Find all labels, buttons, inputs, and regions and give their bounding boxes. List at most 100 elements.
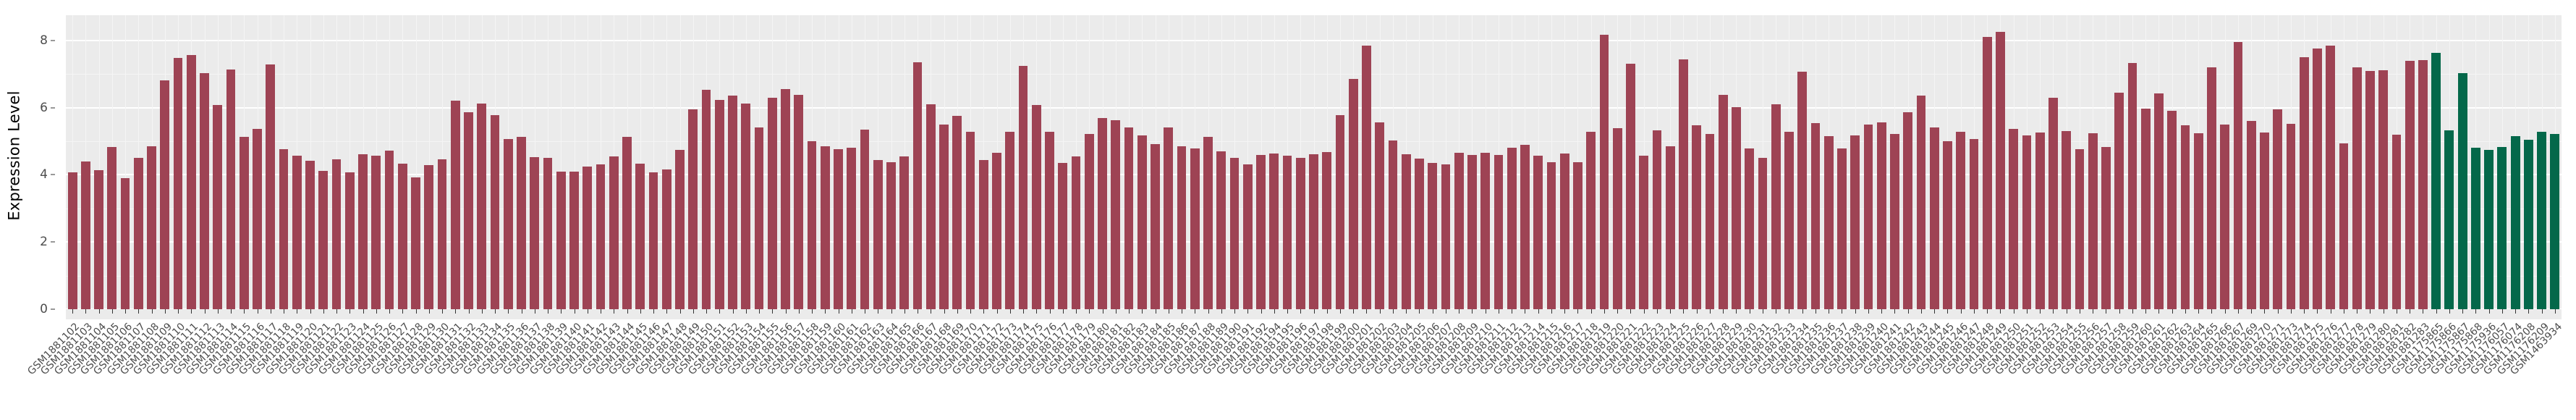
bar[interactable] [1718,95,1728,309]
bar[interactable] [1996,32,2005,309]
bar[interactable] [1758,157,1768,309]
bar[interactable] [1850,135,1860,309]
bar[interactable] [2299,56,2309,309]
bar[interactable] [1480,153,1491,309]
bar[interactable] [1639,155,1649,309]
bar[interactable] [2497,147,2507,309]
bar[interactable] [1362,45,1371,309]
bar[interactable] [2405,60,2415,309]
bar[interactable] [1428,163,1438,309]
bar[interactable] [1005,132,1015,309]
bar[interactable] [1929,127,1939,309]
bar[interactable] [2352,67,2362,309]
bar[interactable] [1599,34,1609,309]
bar[interactable] [2246,121,2256,309]
bar[interactable] [2418,60,2428,309]
bar[interactable] [939,125,949,309]
bar[interactable] [94,170,103,309]
bar[interactable] [464,112,473,309]
bar[interactable] [358,154,368,309]
bar[interactable] [1415,158,1424,309]
bar[interactable] [1890,133,1899,309]
bar[interactable] [2286,124,2296,309]
bar[interactable] [133,158,143,309]
bar[interactable] [2339,143,2349,309]
bar[interactable] [2326,45,2336,309]
bar[interactable] [1784,131,1794,309]
bar[interactable] [107,146,117,309]
bar[interactable] [2431,53,2441,309]
bar[interactable] [2207,67,2216,309]
bar[interactable] [2167,111,2177,309]
bar[interactable] [1467,154,1477,309]
bar[interactable] [2510,136,2520,309]
bar[interactable] [1745,148,1755,309]
bar[interactable] [1098,117,1107,309]
bar[interactable] [2101,146,2111,309]
bar[interactable] [2550,133,2560,309]
bar[interactable] [2127,62,2138,309]
bar[interactable] [1810,123,1821,309]
bar[interactable] [1256,154,1266,309]
bar[interactable] [2537,132,2546,309]
bar[interactable] [873,159,883,309]
bar[interactable] [503,138,513,309]
bar[interactable] [1111,119,1121,309]
bar[interactable] [714,100,724,309]
bar[interactable] [2048,97,2058,309]
bar[interactable] [834,149,843,309]
bar[interactable] [556,172,566,309]
bar[interactable] [437,159,447,309]
bar[interactable] [754,127,764,309]
bar[interactable] [1520,145,1530,309]
bar[interactable] [2391,134,2402,309]
bar[interactable] [886,162,896,309]
bar[interactable] [1943,140,1952,309]
bar[interactable] [2022,135,2032,309]
bar[interactable] [1626,64,1635,309]
bar[interactable] [1282,155,1292,309]
bar[interactable] [1823,136,1834,309]
bar[interactable] [847,148,857,309]
bar[interactable] [1322,151,1332,309]
bar[interactable] [648,172,658,309]
bar[interactable] [1071,156,1081,309]
bar[interactable] [1137,135,1147,309]
bar[interactable] [609,156,619,309]
bar[interactable] [1692,125,1702,309]
bar[interactable] [952,116,962,309]
bar[interactable] [1295,158,1305,309]
bar[interactable] [2140,109,2151,309]
bar[interactable] [2523,140,2533,309]
bar[interactable] [1151,144,1160,309]
bar[interactable] [1705,134,1715,309]
bar[interactable] [2009,128,2019,309]
bar[interactable] [1242,164,1253,309]
bar[interactable] [450,101,460,309]
bar[interactable] [2444,130,2454,309]
bar[interactable] [1876,122,1886,309]
bar[interactable] [1732,106,1741,309]
bar[interactable] [1269,153,1279,309]
bar[interactable] [1031,105,1041,309]
bar[interactable] [1124,127,1134,309]
bar[interactable] [675,150,685,309]
bar[interactable] [186,55,196,309]
bar[interactable] [965,132,975,309]
bar[interactable] [2062,131,2072,309]
bar[interactable] [582,167,593,309]
bar[interactable] [1203,137,1213,309]
bar[interactable] [701,90,711,309]
bar[interactable] [1335,114,1345,309]
bar[interactable] [1969,139,1979,309]
bar[interactable] [1401,154,1411,309]
bar[interactable] [2233,42,2243,309]
bar[interactable] [1229,158,1240,309]
bar[interactable] [490,114,500,309]
bar[interactable] [661,169,671,309]
bar[interactable] [147,146,156,309]
bar[interactable] [1494,155,1504,309]
bar[interactable] [2154,93,2164,309]
bar[interactable] [1559,153,1569,309]
bar[interactable] [781,89,790,309]
